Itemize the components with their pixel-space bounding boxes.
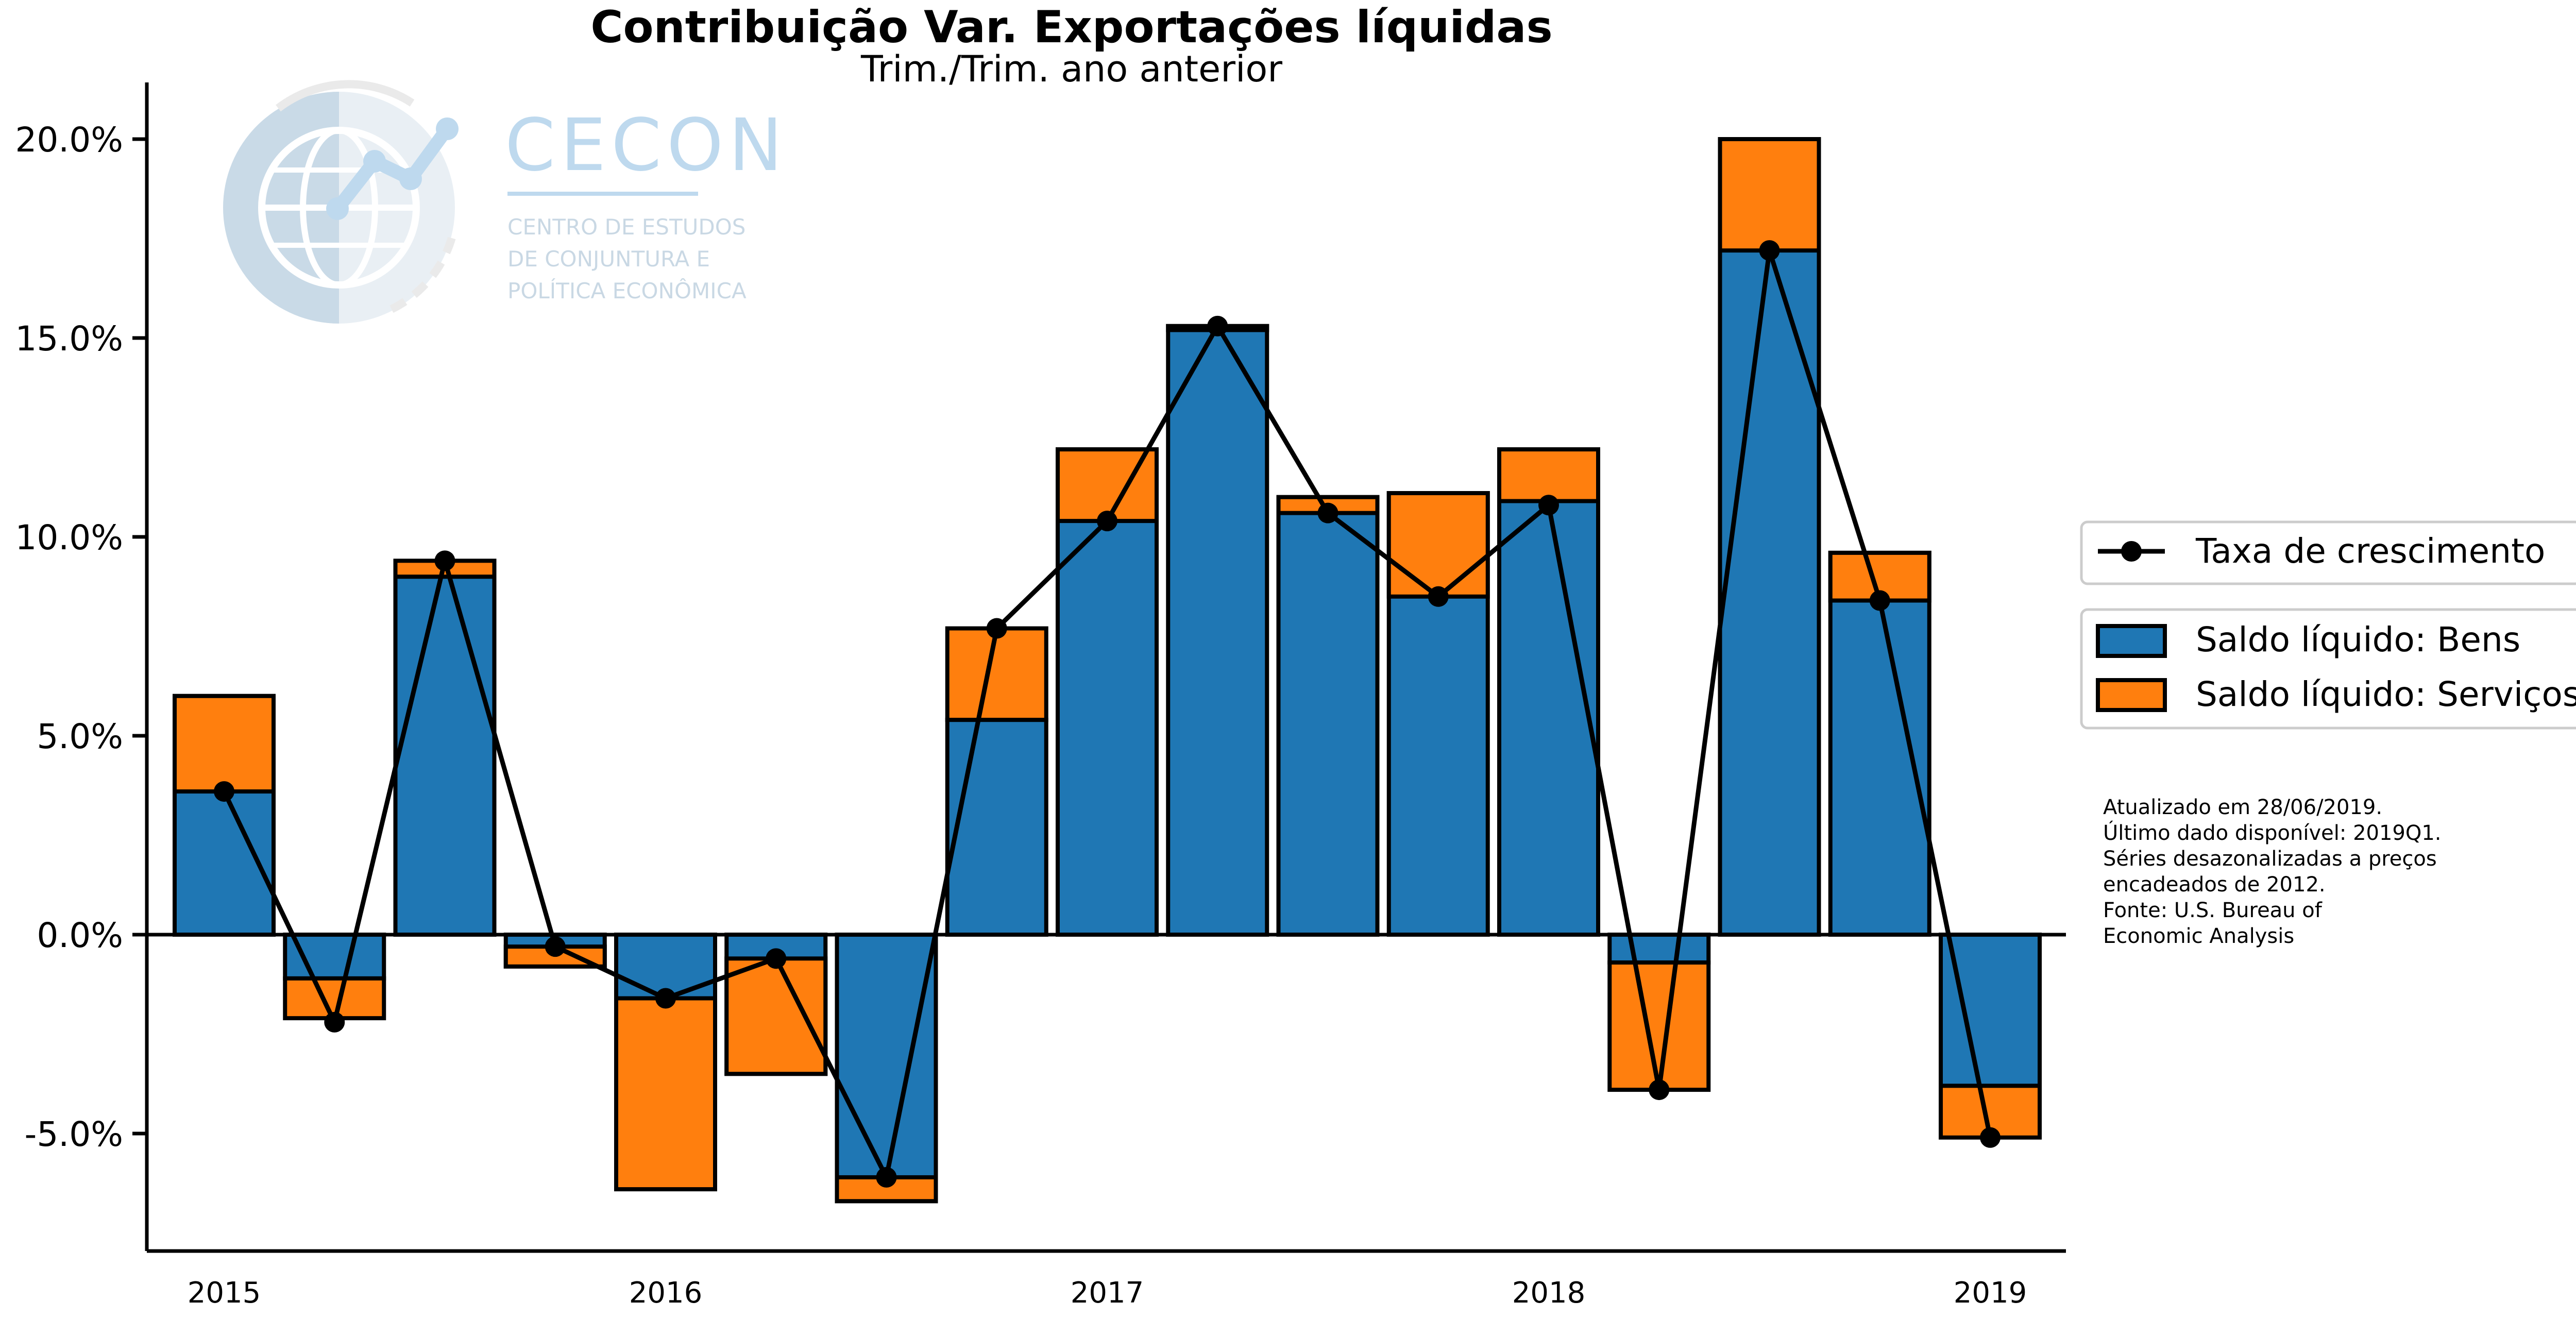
legend-line-marker — [2121, 541, 2142, 562]
y-tick-label: -5.0% — [25, 1114, 124, 1154]
bar-bens — [1828, 550, 1931, 937]
legend-line-box: Taxa de crescimento — [2080, 520, 2576, 585]
growth-point — [1428, 586, 1449, 607]
growth-point — [1759, 240, 1780, 261]
y-tick-label: 15.0% — [15, 319, 123, 359]
bar-bens — [1166, 324, 1269, 937]
growth-point — [655, 988, 676, 1009]
legend-bens-label: Saldo líquido: Bens — [2196, 620, 2520, 660]
logo-divider — [507, 192, 698, 196]
bar-servicos — [614, 996, 717, 1192]
y-tick-label: 0.0% — [37, 916, 123, 955]
logo-subtitle-line: POLÍTICA ECONÔMICA — [507, 278, 747, 303]
legend-bars-box: Saldo líquido: Bens Saldo líquido: Servi… — [2080, 608, 2576, 730]
chart-title: Contribuição Var. Exportações líquidas — [590, 2, 1552, 53]
growth-point — [324, 1011, 345, 1033]
growth-point — [1869, 590, 1890, 611]
bar-bens — [283, 933, 386, 981]
chart-subtitle: Trim./Trim. ano anterior — [860, 48, 1282, 90]
x-tick-label: 2017 — [1071, 1276, 1144, 1310]
bar-servicos — [1939, 1084, 2042, 1140]
bar-servicos — [1718, 137, 1821, 253]
note-line: Atualizado em 28/06/2019. — [2103, 796, 2382, 819]
bar-bens — [393, 574, 497, 937]
bar-servicos — [1607, 960, 1711, 1092]
note-line: Economic Analysis — [2103, 924, 2294, 948]
x-tick-label: 2015 — [188, 1276, 261, 1310]
growth-point — [1317, 502, 1338, 523]
growth-point — [214, 781, 234, 802]
x-tick-label: 2019 — [1954, 1276, 2027, 1310]
logo-subtitle-line: CENTRO DE ESTUDOS — [507, 214, 745, 240]
growth-point — [1097, 511, 1117, 532]
bar-servicos — [1497, 447, 1600, 503]
legend-bens-swatch — [2096, 624, 2167, 658]
bar-servicos — [173, 694, 276, 794]
logo-subtitle-line: DE CONJUNTURA E — [507, 246, 710, 272]
bar-bens — [1718, 137, 1821, 937]
growth-point — [986, 618, 1007, 639]
growth-point — [1649, 1079, 1670, 1101]
growth-point — [1207, 315, 1228, 336]
growth-point — [1980, 1127, 2001, 1148]
growth-point — [876, 1167, 897, 1188]
bar-bens — [1939, 933, 2042, 1088]
bar-servicos — [945, 626, 1048, 722]
note-line: Último dado disponível: 2019Q1. — [2103, 820, 2442, 845]
growth-point — [766, 948, 787, 969]
growth-point — [434, 550, 455, 571]
x-tick-label: 2018 — [1512, 1276, 1586, 1310]
globe-icon — [223, 80, 459, 324]
bar-bens — [945, 718, 1048, 937]
bar-servicos — [1386, 491, 1490, 599]
bar-servicos — [283, 976, 386, 1021]
growth-point — [1538, 495, 1559, 516]
legend-servicos-swatch — [2096, 678, 2167, 712]
note-line: encadeados de 2012. — [2103, 873, 2326, 897]
bar-bens — [1607, 933, 1711, 965]
bars-layer — [173, 137, 2042, 1204]
y-tick-label: 20.0% — [15, 120, 123, 160]
x-tick-label: 2016 — [629, 1276, 703, 1310]
y-tick-label: 5.0% — [37, 717, 123, 756]
bar-servicos — [1828, 550, 1931, 603]
bar-bens — [835, 933, 938, 1204]
logo-name: CECON — [505, 104, 788, 188]
bar-bens — [1276, 495, 1380, 937]
legend-servicos-label: Saldo líquido: Serviços — [2196, 674, 2576, 714]
note-line: Séries desazonalizadas a preços — [2103, 847, 2437, 871]
bar-servicos — [724, 956, 828, 1076]
axes-layer: -5.0% 0.0% 5.0% 10.0% 15.0% 20.0% 2015 2016 2017… — [15, 82, 2066, 1310]
cecon-logo: CECON CENTRO DE ESTUDOS DE CONJUNTURA E PO… — [223, 80, 788, 324]
growth-point — [545, 936, 566, 957]
growth-line-layer — [214, 240, 2001, 1188]
y-tick-label: 10.0% — [15, 518, 123, 557]
legend-line-label: Taxa de crescimento — [2195, 531, 2545, 571]
chart-notes: Atualizado em 28/06/2019. Último dado dis… — [2103, 796, 2442, 948]
note-line: Fonte: U.S. Bureau of — [2103, 899, 2323, 922]
logo-subtitle: CENTRO DE ESTUDOS DE CONJUNTURA E POLÍTICA… — [507, 214, 747, 303]
